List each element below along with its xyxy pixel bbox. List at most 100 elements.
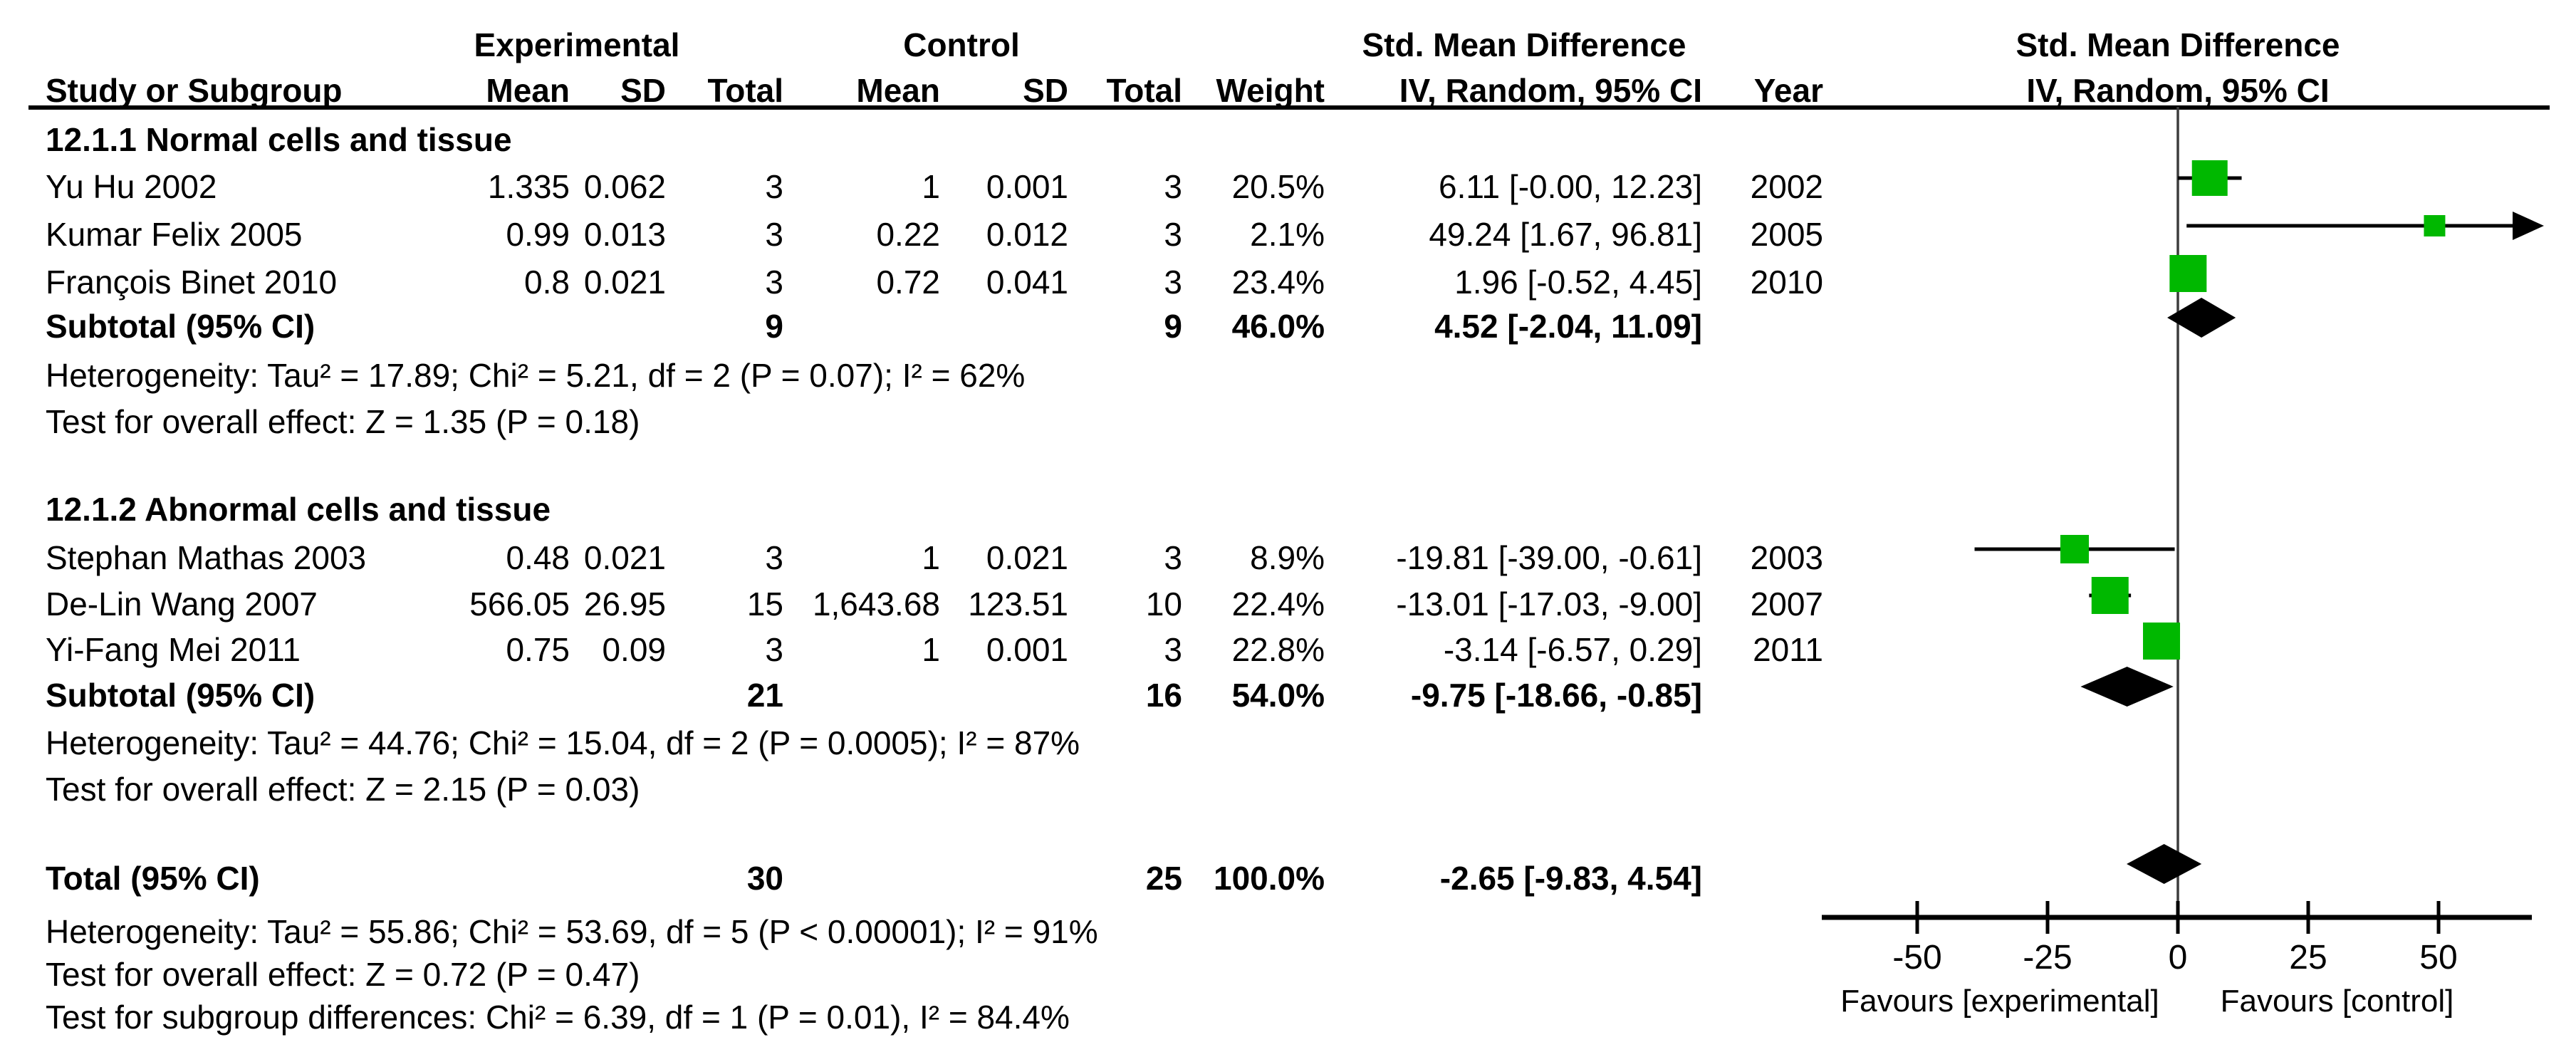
column-header-ctrl-sd: SD (1023, 72, 1068, 109)
year-cell: 2005 (1750, 216, 1823, 253)
exp-mean-cell: 566.05 (469, 585, 570, 623)
axis-tick-label: 0 (2169, 939, 2188, 977)
pooled-label: Total (95% CI) (46, 860, 260, 897)
exp-total-cell: 3 (765, 216, 783, 253)
year-cell: 2002 (1750, 168, 1823, 205)
effect-marker (2191, 160, 2228, 196)
ctrl-mean-cell: 0.22 (876, 216, 940, 253)
smd-plot-header-line1: Std. Mean Difference (2016, 26, 2340, 63)
ctrl-total-cell: 3 (1164, 539, 1182, 576)
study-name: François Binet 2010 (46, 264, 338, 301)
weight-cell: 54.0% (1231, 677, 1325, 714)
study-name: Yu Hu 2002 (46, 168, 217, 205)
subgroup-title: 12.1.1 Normal cells and tissue (46, 121, 512, 158)
weight-cell: 100.0% (1213, 860, 1325, 897)
smd-ci-cell: -2.65 [-9.83, 4.54] (1439, 860, 1702, 897)
overall-effect-line: Test for overall effect: Z = 0.72 (P = 0… (46, 956, 640, 993)
exp-total-cell: 3 (765, 631, 783, 668)
pooled-diamond (2167, 298, 2236, 338)
exp-sd-cell: 0.021 (583, 539, 666, 576)
smd-ci-cell: -3.14 [-6.57, 0.29] (1443, 631, 1702, 668)
ctrl-mean-cell: 0.72 (876, 264, 940, 301)
ctrl-total-cell: 3 (1164, 216, 1182, 253)
ci-arrow-right (2513, 212, 2544, 240)
exp-sd-cell: 0.062 (583, 168, 666, 205)
experimental-group-header: Experimental (474, 26, 680, 63)
year-cell: 2007 (1750, 585, 1823, 623)
year-cell: 2011 (1753, 631, 1823, 668)
exp-total-cell: 30 (746, 860, 783, 897)
heterogeneity-line: Heterogeneity: Tau² = 55.86; Chi² = 53.6… (46, 913, 1098, 950)
column-header-exp-sd: SD (620, 72, 666, 109)
effect-marker (2424, 215, 2446, 236)
study-name: Stephan Mathas 2003 (46, 539, 367, 576)
exp-total-cell: 3 (765, 539, 783, 576)
weight-cell: 20.5% (1231, 168, 1325, 205)
ctrl-total-cell: 10 (1145, 585, 1182, 623)
exp-total-cell: 15 (746, 585, 783, 623)
overall-effect-line: Test for overall effect: Z = 1.35 (P = 0… (46, 403, 640, 440)
effect-marker (2060, 535, 2089, 563)
favours-right-label: Favours [control] (2221, 984, 2454, 1019)
exp-total-cell: 3 (765, 264, 783, 301)
ctrl-total-cell: 3 (1164, 631, 1182, 668)
ctrl-mean-cell: 1 (922, 631, 940, 668)
column-header-iv-ci: IV, Random, 95% CI (1399, 72, 1702, 109)
exp-sd-cell: 26.95 (583, 585, 666, 623)
exp-mean-cell: 0.48 (506, 539, 570, 576)
exp-total-cell: 9 (765, 308, 783, 345)
ctrl-sd-cell: 0.001 (986, 631, 1068, 668)
exp-mean-cell: 1.335 (487, 168, 570, 205)
weight-cell: 8.9% (1250, 539, 1325, 576)
ctrl-total-cell: 3 (1164, 168, 1182, 205)
smd-plot-header-line2: IV, Random, 95% CI (2026, 72, 2330, 109)
exp-total-cell: 3 (765, 168, 783, 205)
header-rule (28, 105, 2550, 110)
smd-ci-cell: 4.52 [-2.04, 11.09] (1434, 308, 1702, 345)
favours-left-label: Favours [experimental] (1840, 984, 2159, 1019)
pooled-label: Subtotal (95% CI) (46, 308, 316, 345)
weight-cell: 2.1% (1250, 216, 1325, 253)
pooled-label: Subtotal (95% CI) (46, 677, 316, 714)
ctrl-mean-cell: 1 (922, 539, 940, 576)
effect-marker (2091, 577, 2129, 614)
exp-total-cell: 21 (746, 677, 783, 714)
weight-cell: 46.0% (1231, 308, 1325, 345)
ctrl-total-cell: 9 (1164, 308, 1182, 345)
exp-mean-cell: 0.8 (524, 264, 570, 301)
column-header-exp-mean: Mean (486, 72, 570, 109)
heterogeneity-line: Heterogeneity: Tau² = 17.89; Chi² = 5.21… (46, 357, 1026, 394)
subgroup-title: 12.1.2 Abnormal cells and tissue (46, 491, 551, 528)
exp-sd-cell: 0.09 (602, 631, 666, 668)
column-header-study: Study or Subgroup (46, 72, 343, 109)
exp-mean-cell: 0.99 (506, 216, 570, 253)
column-header-year: Year (1753, 72, 1823, 109)
effect-marker (2143, 623, 2181, 660)
control-group-header: Control (903, 26, 1020, 63)
ctrl-sd-cell: 0.041 (986, 264, 1068, 301)
weight-cell: 22.8% (1231, 631, 1325, 668)
ctrl-mean-cell: 1,643.68 (812, 585, 940, 623)
study-name: Kumar Felix 2005 (46, 216, 303, 253)
effect-marker (2169, 255, 2207, 292)
pooled-diamond (2127, 844, 2202, 884)
axis-tick-label: -50 (1892, 939, 1941, 977)
column-header-ctrl-mean: Mean (856, 72, 940, 109)
ctrl-sd-cell: 0.001 (986, 168, 1068, 205)
ctrl-sd-cell: 123.51 (968, 585, 1068, 623)
ctrl-sd-cell: 0.021 (986, 539, 1068, 576)
ctrl-total-cell: 25 (1145, 860, 1182, 897)
smd-ci-cell: 6.11 [-0.00, 12.23] (1439, 168, 1702, 205)
pooled-diamond (2080, 667, 2174, 707)
ctrl-mean-cell: 1 (922, 168, 940, 205)
ctrl-total-cell: 16 (1145, 677, 1182, 714)
column-header-exp-total: Total (707, 72, 783, 109)
smd-ci-cell: -19.81 [-39.00, -0.61] (1396, 539, 1702, 576)
axis-tick-label: -25 (2023, 939, 2072, 977)
year-cell: 2003 (1750, 539, 1823, 576)
axis-tick-label: 50 (2419, 939, 2457, 977)
exp-sd-cell: 0.021 (583, 264, 666, 301)
ctrl-sd-cell: 0.012 (986, 216, 1068, 253)
